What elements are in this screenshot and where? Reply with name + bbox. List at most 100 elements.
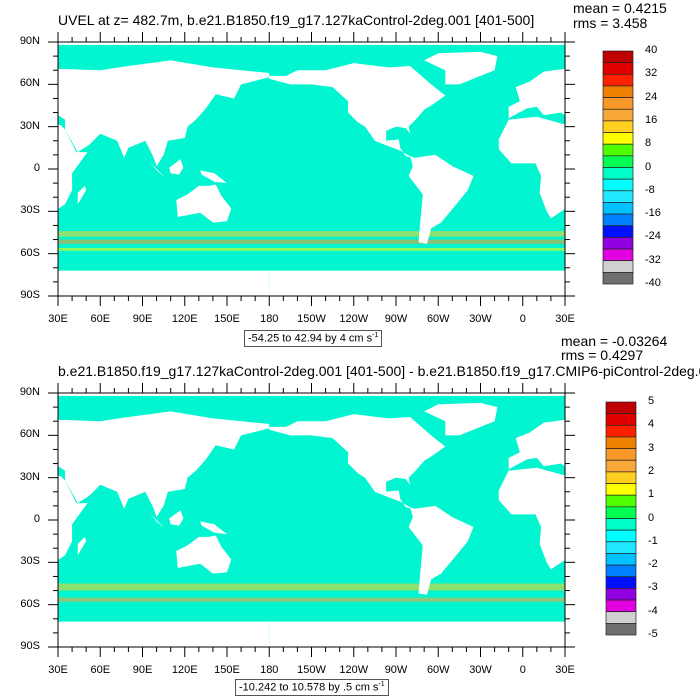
panel2-rms: rms = 0.4297: [561, 347, 644, 363]
colorbar-label: 4: [648, 418, 655, 431]
panel2-range-label: -10.242 to 10.578 by .5 cm s-1: [235, 679, 389, 696]
lon-label: 180: [260, 664, 279, 676]
land-samerica: [408, 505, 474, 595]
land-eurasia: [508, 68, 565, 119]
colorbar-box: [605, 459, 637, 473]
land-sumatra: [657, 162, 672, 178]
land-africa: [58, 475, 88, 560]
colorbar-box: [602, 97, 634, 110]
colorbar-box: [605, 576, 637, 589]
colorbar-label: 1: [648, 488, 655, 501]
lat-label: 30N: [19, 119, 40, 132]
lon-label: 60E: [90, 313, 111, 325]
colorbar-box: [602, 178, 634, 192]
colorbar-label: -16: [645, 207, 661, 220]
lon-label: 150E: [214, 313, 240, 325]
colorbar-label: 24: [645, 90, 658, 103]
panel1-range-sup: -1: [372, 332, 379, 339]
colorbar-label: -32: [645, 253, 661, 266]
colorbar-box: [605, 448, 637, 461]
panel1-map: [48, 32, 700, 306]
colorbar-label: -1: [648, 534, 658, 547]
colorbar-box: [602, 213, 634, 227]
land-namerica: [269, 63, 446, 158]
land-australia: [176, 184, 232, 223]
land-africa: [498, 116, 565, 219]
land-borneo: [169, 159, 184, 175]
lon-label: 120W: [339, 313, 369, 325]
land-antarctica: [58, 270, 270, 296]
land-newguinea: [200, 170, 227, 184]
land-antarctica: [269, 621, 565, 647]
colorbar-box: [602, 50, 634, 63]
colorbar-box: [605, 424, 637, 438]
acc-jet-streak: [58, 248, 565, 251]
panel2-map: [48, 383, 700, 657]
lon-label: 30E: [48, 313, 68, 325]
colorbar-box: [605, 588, 637, 601]
panel2-title: b.e21.B1850.f19_g17.127kaControl-2deg.00…: [58, 363, 700, 379]
colorbar-box: [605, 506, 637, 519]
panel1-rms: rms = 3.458: [573, 15, 648, 31]
colorbar-box: [605, 599, 637, 613]
lon-label: 0: [519, 664, 526, 676]
lat-label: 30S: [20, 555, 40, 568]
acc-jet-streak: [58, 239, 565, 244]
colorbar-label: 0: [648, 511, 655, 524]
land-eurasia: [58, 411, 270, 518]
colorbar-label: -3: [648, 581, 658, 594]
land-australia: [683, 185, 700, 223]
colorbar-label: -5: [648, 628, 658, 640]
colorbar-label: 16: [645, 113, 658, 126]
lat-label: 90S: [20, 640, 40, 652]
land-australia: [176, 535, 232, 574]
land-australia: [683, 536, 700, 574]
land-greenland: [424, 402, 498, 436]
land-samerica: [408, 154, 474, 244]
colorbar-label: -8: [645, 183, 655, 196]
lon-label: 60W: [426, 313, 450, 325]
colorbar-box: [605, 494, 637, 508]
lon-label: 120W: [339, 664, 369, 676]
colorbar-label: 2: [648, 464, 655, 477]
colorbar-label: 0: [645, 160, 652, 173]
colorbar-box: [605, 471, 637, 484]
acc-jet-streak: [58, 231, 565, 237]
land-sumatra: [149, 161, 166, 178]
colorbar-box: [605, 401, 637, 414]
lat-label: 60N: [19, 428, 40, 441]
lat-label: 90N: [19, 35, 40, 47]
colorbar-label: 32: [645, 67, 658, 80]
land-newguinea: [200, 521, 227, 535]
lon-label: 0: [519, 313, 526, 325]
lon-label: 150W: [297, 664, 326, 676]
lon-label: 150E: [214, 664, 240, 676]
land-madagascar: [585, 537, 593, 555]
colorbar-box: [605, 518, 637, 531]
lat-label: 0: [33, 162, 40, 174]
colorbar-box: [602, 202, 634, 215]
colorbar-label: 5: [648, 395, 655, 407]
land-eurasia: [508, 419, 565, 470]
lon-label: 30W: [469, 664, 492, 676]
colorbar-label: -2: [648, 558, 658, 571]
land-madagascar: [77, 536, 87, 556]
panel1-title: UVEL at z= 482.7m, b.e21.B1850.f19_g17.1…: [58, 12, 535, 28]
colorbar-box: [605, 413, 637, 426]
colorbar-box: [605, 553, 637, 566]
land-greenland: [424, 51, 498, 85]
lon-label: 180: [260, 313, 279, 325]
colorbar-box: [602, 167, 634, 180]
lon-label: 90E: [132, 313, 153, 325]
colorbar-box: [605, 483, 637, 496]
land-borneo: [676, 159, 690, 175]
colorbar-box: [605, 622, 637, 636]
lat-label: 90S: [20, 289, 40, 301]
colorbar-box: [602, 190, 634, 203]
colorbar-label: -40: [645, 277, 661, 289]
colorbar-box: [605, 436, 637, 449]
colorbar-box: [602, 108, 634, 122]
land-antarctica: [269, 270, 565, 296]
colorbar-label: -24: [645, 230, 661, 243]
